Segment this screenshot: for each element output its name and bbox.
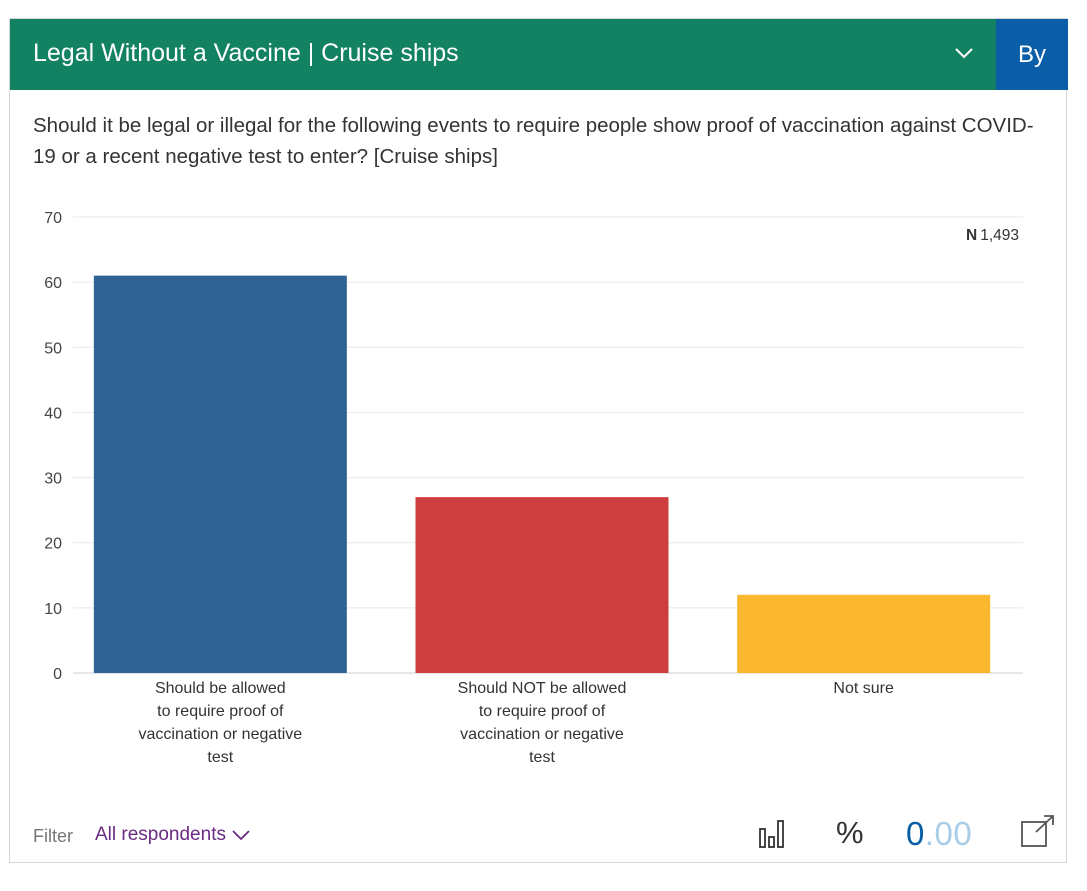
- external-link-icon[interactable]: [1020, 814, 1056, 850]
- decimals-tail: .00: [924, 815, 973, 852]
- sample-size-value: 1,493: [980, 227, 1019, 244]
- sample-size: N 1,493: [966, 227, 1019, 244]
- bar: [93, 275, 347, 673]
- x-tick-label-line: Should NOT be allowed: [458, 680, 627, 697]
- x-tick-label-line: to require proof of: [479, 703, 606, 720]
- x-tick-label: Should be allowed to require proof of vacc…: [139, 680, 303, 766]
- x-tick-label-line: vaccination or negative: [139, 726, 303, 743]
- chevron-down-icon: [232, 830, 250, 841]
- filter-value: All respondents: [95, 824, 226, 845]
- percent-toggle[interactable]: %: [836, 815, 864, 850]
- by-button[interactable]: By: [996, 19, 1068, 90]
- bar: [415, 497, 669, 673]
- decimals-lead: 0: [906, 815, 925, 852]
- x-tick-label-line: to require proof of: [157, 703, 284, 720]
- chart-card: Legal Without a Vaccine | Cruise ships B…: [9, 18, 1068, 863]
- y-tick-label: 30: [44, 471, 62, 488]
- x-tick-label-line: Not sure: [833, 680, 894, 697]
- filter-label: Filter: [33, 826, 73, 846]
- y-tick-label: 50: [44, 340, 62, 357]
- chart-title: Legal Without a Vaccine | Cruise ships: [33, 39, 459, 67]
- question-text: Should it be legal or illegal for the fo…: [33, 114, 1034, 168]
- y-tick-label: 0: [53, 666, 62, 683]
- y-tick-label: 40: [44, 405, 62, 422]
- x-tick-label-line: Should be allowed: [155, 680, 286, 697]
- x-tick-label: Not sure: [833, 680, 894, 697]
- y-tick-label: 10: [44, 601, 62, 618]
- decimals-toggle[interactable]: 0.00: [906, 815, 972, 853]
- card-header: Legal Without a Vaccine | Cruise ships: [10, 19, 996, 90]
- bar: [737, 594, 991, 673]
- x-tick-label-line: test: [207, 749, 233, 766]
- filter-dropdown[interactable]: All respondents: [95, 824, 250, 846]
- by-label: By: [1017, 40, 1046, 68]
- sample-size-label: N: [966, 227, 977, 244]
- y-tick-label: 20: [44, 536, 62, 553]
- x-tick-label-line: vaccination or negative: [460, 726, 624, 743]
- x-tick-label-line: test: [529, 749, 555, 766]
- chevron-down-icon[interactable]: [952, 41, 976, 65]
- bar-chart-icon[interactable]: [758, 819, 788, 849]
- x-tick-label: Should NOT be allowed to require proof of…: [458, 680, 627, 766]
- bar-chart: 0 10 20 30 40 50 60 70 Should be allowed to requi…: [44, 210, 1023, 766]
- y-tick-label: 70: [44, 210, 62, 227]
- y-tick-label: 60: [44, 275, 62, 292]
